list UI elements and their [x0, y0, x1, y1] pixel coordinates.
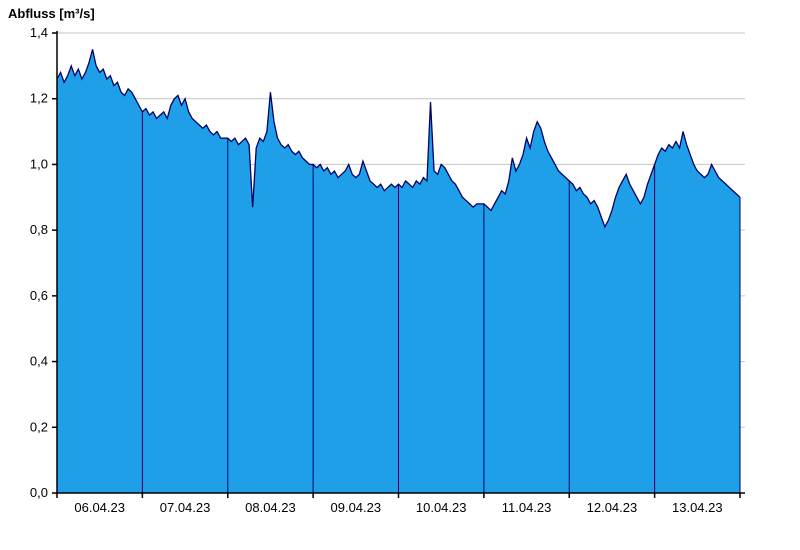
y-tick-label: 0,6	[30, 288, 48, 303]
x-tick-label: 08.04.23	[245, 500, 296, 515]
x-tick-label: 07.04.23	[160, 500, 211, 515]
discharge-line	[56, 49, 741, 229]
y-tick-label: 0,0	[30, 485, 48, 500]
x-tick-label: 06.04.23	[74, 500, 125, 515]
x-tick-label: 10.04.23	[416, 500, 467, 515]
x-tick-label: 09.04.23	[331, 500, 382, 515]
y-tick-label: 0,2	[30, 419, 48, 434]
y-tick-label: 0,8	[30, 222, 48, 237]
x-tick-label: 12.04.23	[587, 500, 638, 515]
y-tick-label: 1,0	[30, 156, 48, 171]
x-tick-label: 11.04.23	[502, 500, 552, 515]
y-tick-label: 1,2	[30, 91, 48, 106]
y-tick-label: 0,4	[30, 354, 48, 369]
y-tick-label: 1,4	[30, 25, 48, 40]
x-tick-label: 13.04.23	[672, 500, 723, 515]
y-axis-title: Abfluss [m³/s]	[8, 6, 95, 21]
